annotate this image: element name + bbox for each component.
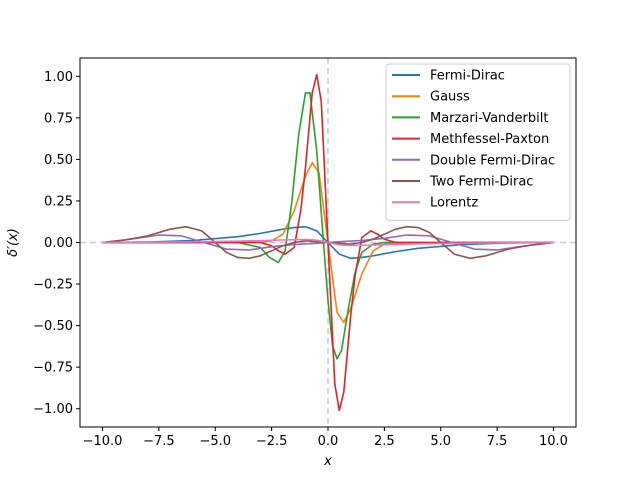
y-tick-label: 0.00 [44, 236, 73, 251]
y-tick-label: −0.50 [33, 319, 73, 334]
x-tick-label: −5.0 [199, 434, 231, 449]
x-axis-label: x [323, 454, 332, 469]
legend-label: Lorentz [430, 196, 478, 211]
legend-label: Fermi-Dirac [430, 69, 505, 84]
legend-label: Methfessel-Paxton [430, 132, 549, 147]
x-tick-label: −10.0 [83, 434, 123, 449]
x-axis-ticks: −10.0 −7.5 −5.0 −2.5 0.0 2.5 5.0 7.5 10.0 [83, 427, 568, 449]
series-line-marzari-vanderbilt [102, 92, 554, 360]
legend-label: Gauss [430, 90, 470, 105]
y-axis-ticks: −1.00 −0.75 −0.50 −0.25 0.00 0.25 0.50 0.75 1.00 [33, 70, 80, 417]
y-tick-label: −0.75 [33, 361, 73, 376]
x-tick-label: 2.5 [374, 434, 395, 449]
legend-label: Double Fermi-Dirac [430, 153, 555, 168]
y-tick-label: 0.50 [44, 153, 73, 168]
y-tick-label: −0.25 [33, 278, 73, 293]
legend: Fermi-Dirac Gauss Marzari-Vanderbilt Methfe… [385, 63, 571, 221]
legend-label: Marzari-Vanderbilt [430, 111, 548, 126]
y-tick-label: −1.00 [33, 402, 73, 417]
y-tick-label: 0.75 [44, 111, 73, 126]
series-group [102, 73, 554, 412]
y-axis-label: δ′(x) [6, 228, 21, 257]
x-tick-label: 0.0 [318, 434, 339, 449]
x-tick-label: 7.5 [487, 434, 508, 449]
x-tick-label: −7.5 [143, 434, 175, 449]
x-tick-label: 10.0 [539, 434, 568, 449]
legend-box [385, 63, 571, 221]
x-tick-label: 5.0 [430, 434, 451, 449]
y-tick-label: 0.25 [44, 194, 73, 209]
y-tick-label: 1.00 [44, 70, 73, 85]
series-line-lorentz [102, 238, 554, 247]
legend-label: Two Fermi-Dirac [429, 175, 533, 190]
plot-area [102, 73, 554, 412]
x-tick-label: −2.5 [256, 434, 288, 449]
